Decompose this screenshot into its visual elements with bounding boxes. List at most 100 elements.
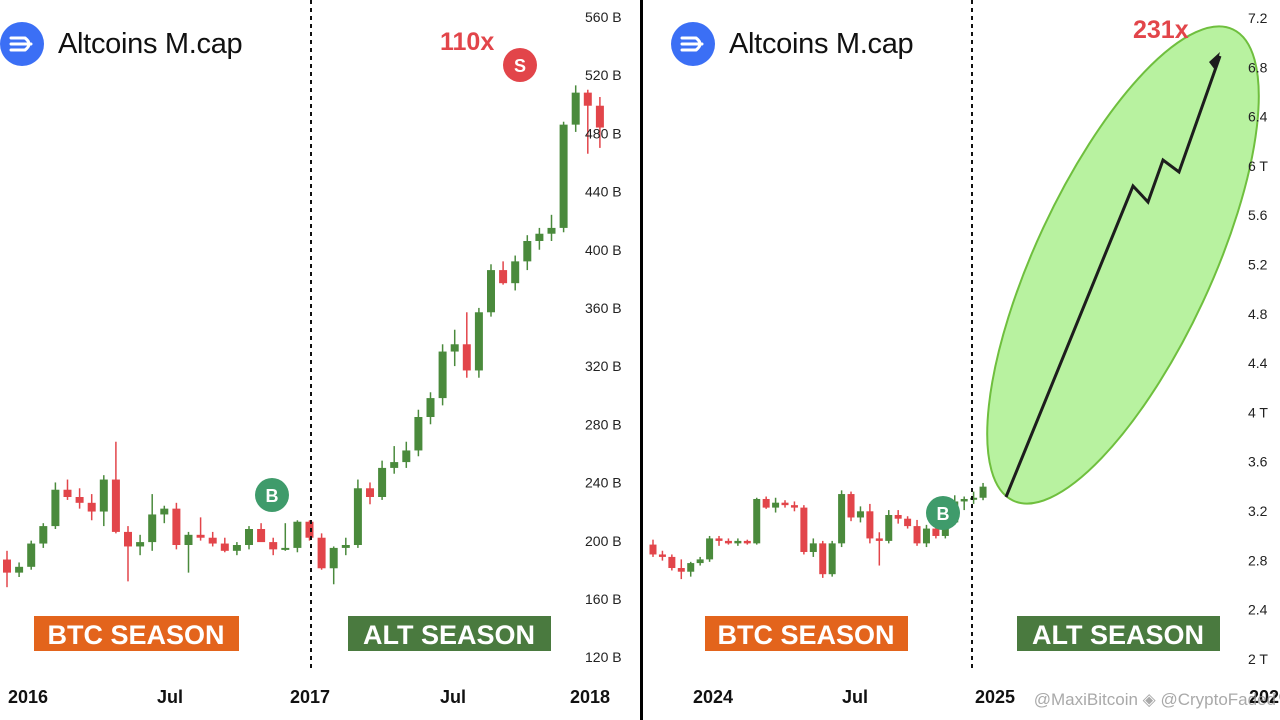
right-candle xyxy=(800,505,808,555)
left-candle xyxy=(487,264,495,317)
right-candle-body xyxy=(677,568,685,572)
left-candle xyxy=(136,534,145,556)
left-candle xyxy=(269,537,278,556)
left-candle xyxy=(87,494,96,521)
right-buy-marker-label: B xyxy=(937,504,950,524)
right-y-tick-label: 3.2 xyxy=(1248,503,1268,519)
left-candle-body xyxy=(450,344,459,352)
left-candle-body xyxy=(293,521,302,548)
right-candle xyxy=(743,539,751,545)
left-candle-body xyxy=(547,227,556,234)
right-alt-season-badge xyxy=(1017,616,1220,651)
left-buy-marker-label: B xyxy=(266,486,279,506)
right-candle-body xyxy=(913,526,921,544)
right-candle xyxy=(649,539,657,557)
left-candle xyxy=(595,97,604,148)
left-candle xyxy=(499,261,508,285)
right-y-tick-label: 6.8 xyxy=(1248,59,1268,75)
left-page-title: Altcoins M.cap xyxy=(58,27,243,60)
left-candle-body xyxy=(51,489,60,527)
right-candle xyxy=(772,497,780,513)
left-candle xyxy=(414,409,423,457)
right-candle xyxy=(790,501,798,512)
left-x-tick-label: 2017 xyxy=(290,687,330,707)
left-candle-body xyxy=(15,566,24,573)
left-candle xyxy=(329,546,338,585)
right-x-tick-label: Jul xyxy=(842,687,868,707)
left-candle xyxy=(341,537,350,556)
left-candle-body xyxy=(87,502,96,512)
right-y-tick-label: 7.2 xyxy=(1248,10,1268,26)
right-x-tick-label: 2026 xyxy=(1249,687,1280,707)
left-candle-body xyxy=(487,270,495,313)
left-candle xyxy=(583,89,592,154)
right-header: Altcoins M.cap xyxy=(671,22,914,66)
right-x-tick-label: 2024 xyxy=(693,687,733,707)
right-candle xyxy=(866,503,874,544)
left-candle xyxy=(232,542,241,556)
left-candle xyxy=(474,307,483,378)
left-candle-body xyxy=(329,547,338,569)
right-candle-body xyxy=(762,498,770,508)
right-candle xyxy=(819,540,827,578)
right-candles-group xyxy=(649,482,987,580)
left-candle-body xyxy=(136,542,145,547)
right-candle xyxy=(828,540,836,577)
left-candle xyxy=(281,523,290,551)
right-candle-body xyxy=(979,486,987,498)
left-candle xyxy=(15,562,24,577)
left-btc-season-badge xyxy=(34,616,239,651)
right-candle xyxy=(734,538,742,546)
left-candle-body xyxy=(160,508,169,515)
left-candle-body xyxy=(3,559,11,573)
right-page-title: Altcoins M.cap xyxy=(729,27,914,60)
left-candle-body xyxy=(402,450,411,463)
right-candle-body xyxy=(658,554,666,557)
right-candle xyxy=(875,532,883,566)
left-candle-body xyxy=(75,497,84,503)
right-y-tick-label: 2.8 xyxy=(1248,552,1268,568)
right-candle xyxy=(970,491,978,504)
right-candle-body xyxy=(856,511,864,518)
right-candle-body xyxy=(743,540,751,544)
altcoins-logo-icon xyxy=(0,22,44,66)
right-y-tick-label: 2 T xyxy=(1248,651,1268,667)
right-candle-body xyxy=(696,559,704,564)
right-candle-body xyxy=(932,528,940,536)
left-chart-panel: 560 B 520 B 480 B 440 B 400 B 360 B 320 B 280 B… xyxy=(0,0,622,707)
left-btc-season-label: BTC SEASON xyxy=(47,620,224,650)
left-candle-body xyxy=(99,479,108,512)
right-y-tick-label: 5.2 xyxy=(1248,257,1268,273)
right-candle xyxy=(894,510,902,524)
left-candle xyxy=(257,523,266,543)
left-candle-body xyxy=(535,233,544,241)
left-candle xyxy=(535,227,544,250)
right-candle xyxy=(696,556,704,566)
right-candle xyxy=(979,482,987,501)
right-candle xyxy=(762,496,770,509)
left-candle-body xyxy=(232,545,241,551)
right-candle-body xyxy=(687,563,695,572)
left-candle-body xyxy=(208,537,217,544)
right-candle xyxy=(885,510,893,544)
left-candle-body xyxy=(172,508,181,545)
right-buy-marker xyxy=(926,496,960,530)
right-candle-body xyxy=(724,540,732,544)
left-candle xyxy=(75,488,84,509)
left-candle xyxy=(402,441,411,468)
left-candle-body xyxy=(63,489,72,497)
right-candle-body xyxy=(734,540,742,544)
left-candle-body xyxy=(499,270,508,284)
left-candle-body xyxy=(414,417,423,451)
right-alt-season-label: ALT SEASON xyxy=(1032,620,1204,650)
left-candle xyxy=(426,392,435,425)
left-candle xyxy=(184,531,193,573)
left-candles-group xyxy=(3,85,604,588)
left-y-tick-label: 160 B xyxy=(585,591,622,607)
left-sell-marker xyxy=(503,48,537,82)
left-candle xyxy=(245,526,253,550)
left-candle-body xyxy=(511,261,520,284)
right-candle xyxy=(960,496,968,511)
right-candlestick-chart: 7.2 6.8 6.4 6 T 5.6 5.2 4.8 4.4 4 T 3.6 3.2 2.8 2.4 2… xyxy=(649,0,1280,707)
left-candle-body xyxy=(438,351,447,399)
